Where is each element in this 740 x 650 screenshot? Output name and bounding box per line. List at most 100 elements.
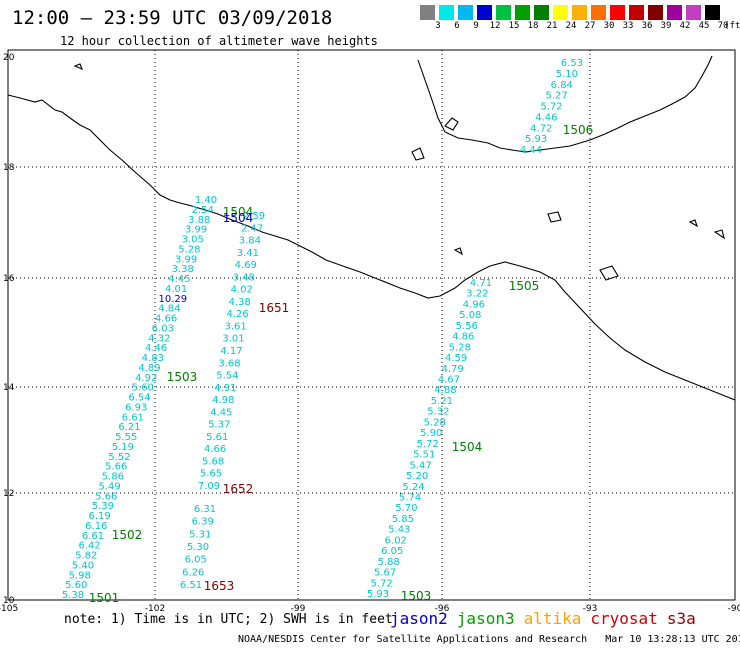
wave-height-value: 3.22 xyxy=(466,289,488,300)
wave-height-value: 4.44 xyxy=(520,145,542,156)
wave-height-value: 6.26 xyxy=(182,567,204,578)
wave-height-value: 6.02 xyxy=(385,535,407,546)
wave-height-value: 5.21 xyxy=(431,396,453,407)
colorbar-swatch xyxy=(667,5,682,20)
wave-height-value: 2.59 xyxy=(243,211,265,222)
wave-height-value: 7.09 xyxy=(198,481,220,492)
wave-height-value: 6.21 xyxy=(118,422,140,433)
legend-altika: altika xyxy=(523,609,582,628)
colorbar-label: 3 xyxy=(435,21,441,31)
colorbar-swatch xyxy=(705,5,720,20)
wave-height-value: 5.90 xyxy=(420,428,442,439)
wave-height-value: 5.60 xyxy=(132,383,154,394)
wave-height-value: 3.01 xyxy=(222,334,244,345)
wave-height-value: 3.61 xyxy=(224,322,246,333)
wave-height-value: 5.10 xyxy=(556,69,578,80)
wave-height-value: 6.84 xyxy=(551,80,573,91)
pass-id-label: 1652 xyxy=(223,482,254,496)
wave-height-value: 6.05 xyxy=(381,546,403,557)
wave-height-value: 4.69 xyxy=(235,260,257,271)
wave-height-value: 4.86 xyxy=(452,332,474,343)
wave-height-value: 4.67 xyxy=(438,375,460,386)
colorbar-swatch xyxy=(553,5,568,20)
credit-line: NOAA/NESDIS Center for Satellite Applica… xyxy=(238,634,740,645)
wave-height-value: 5.72 xyxy=(540,102,562,113)
colorbar-swatch xyxy=(515,5,530,20)
wave-height-value: 5.32 xyxy=(427,407,449,418)
pass-labels: 1504150416511503165215021653150115061505… xyxy=(89,123,594,605)
lat-tick-label: 12 xyxy=(3,489,14,499)
pass-id-label: 1503 xyxy=(401,589,432,603)
wave-height-value: 5.49 xyxy=(98,481,120,492)
legend-cryosat: cryosat xyxy=(590,609,658,628)
colorbar-label: 33 xyxy=(622,21,634,31)
wave-height-value: 6.16 xyxy=(85,521,107,532)
lat-tick-label: 20 xyxy=(3,53,15,63)
wave-height-value: 6.31 xyxy=(194,504,216,515)
wave-height-value: 2.47 xyxy=(241,223,263,234)
wave-height-value: 6.61 xyxy=(122,412,144,423)
map-grid: -105 -102 -99 -96 -93 -90 20 18 16 14 12 10 xyxy=(0,50,740,614)
wave-height-value: 4.79 xyxy=(441,364,463,375)
wave-height-value: 4.91 xyxy=(214,383,236,394)
lat-tick-label: 16 xyxy=(3,274,15,284)
lon-tick-label: -102 xyxy=(145,604,165,614)
lon-tick-label: -96 xyxy=(435,604,450,614)
colorbar-swatch xyxy=(686,5,701,20)
wave-height-value: 3.84 xyxy=(239,236,261,247)
wave-height-value: 5.37 xyxy=(208,420,230,431)
wave-height-value: 5.74 xyxy=(399,493,421,504)
wave-height-value: 6.39 xyxy=(192,517,214,528)
wave-height-value: 5.31 xyxy=(189,529,211,540)
colorbar-label: 42 xyxy=(679,21,691,31)
legend-jason2: jason2 xyxy=(390,609,448,628)
colorbar-swatch xyxy=(439,5,454,20)
wave-height-value: 6.42 xyxy=(78,541,100,552)
wave-height-value: 10.29 xyxy=(158,294,187,305)
wave-height-value: 4.17 xyxy=(220,346,242,357)
altimeter-tracks: 1.402.543.883.993.055.283.993.384.454.01… xyxy=(62,58,583,601)
wave-height-value: 3.41 xyxy=(237,248,259,259)
satellite-legend: jason2 jason3 altika cryosat s3a xyxy=(390,609,705,628)
colorbar-swatch xyxy=(420,5,435,20)
colorbar-label: 45 xyxy=(698,21,710,31)
colorbar-label: 12 xyxy=(489,21,501,31)
wave-height-value: 4.02 xyxy=(231,285,253,296)
colorbar-swatch xyxy=(648,5,663,20)
wave-height-value: 6.03 xyxy=(152,323,174,334)
wave-height-value: 4.66 xyxy=(204,444,226,455)
wave-height-value: 5.39 xyxy=(92,501,114,512)
wave-height-value: 5.66 xyxy=(95,491,117,502)
wave-height-value: 3.88 xyxy=(188,215,210,226)
wave-height-value: 3.38 xyxy=(172,264,194,275)
wave-height-value: 4.59 xyxy=(445,353,467,364)
colorbar-swatch xyxy=(591,5,606,20)
lon-tick-label: -105 xyxy=(0,604,18,614)
wave-height-value: 5.27 xyxy=(545,91,567,102)
wave-height-value: 5.24 xyxy=(402,482,424,493)
wave-height-value: 5.38 xyxy=(62,590,84,601)
note-text: note: 1) Time is in UTC; 2) SWH is in fe… xyxy=(64,612,393,627)
wave-height-value: 5.72 xyxy=(370,578,392,589)
legend-s3a: s3a xyxy=(666,609,696,628)
wave-height-value: 6.19 xyxy=(88,511,110,522)
pass-id-label: 1651 xyxy=(259,301,290,315)
wave-height-value: 1.40 xyxy=(195,195,217,206)
colorbar-label: 39 xyxy=(660,21,672,31)
coastline xyxy=(7,55,736,401)
colorbar-swatch xyxy=(610,5,625,20)
wave-height-value: 4.83 xyxy=(142,353,164,364)
wave-height-value: 4.01 xyxy=(165,284,187,295)
colorbar-label: 18 xyxy=(527,21,539,31)
colorbar-swatch xyxy=(629,5,644,20)
wave-height-value: 5.20 xyxy=(406,471,428,482)
pass-id-label: 1505 xyxy=(509,279,540,293)
wave-height-value: 5.30 xyxy=(187,542,209,553)
colorbar-label: 6 xyxy=(454,21,460,31)
colorbar-label: 24 xyxy=(565,21,577,31)
wave-height-value: 5.70 xyxy=(395,503,417,514)
wave-height-value: 5.93 xyxy=(525,134,547,145)
wave-height-value: 5.88 xyxy=(378,557,400,568)
lat-tick-label: 10 xyxy=(3,596,15,606)
wave-height-value: 5.28 xyxy=(424,417,446,428)
